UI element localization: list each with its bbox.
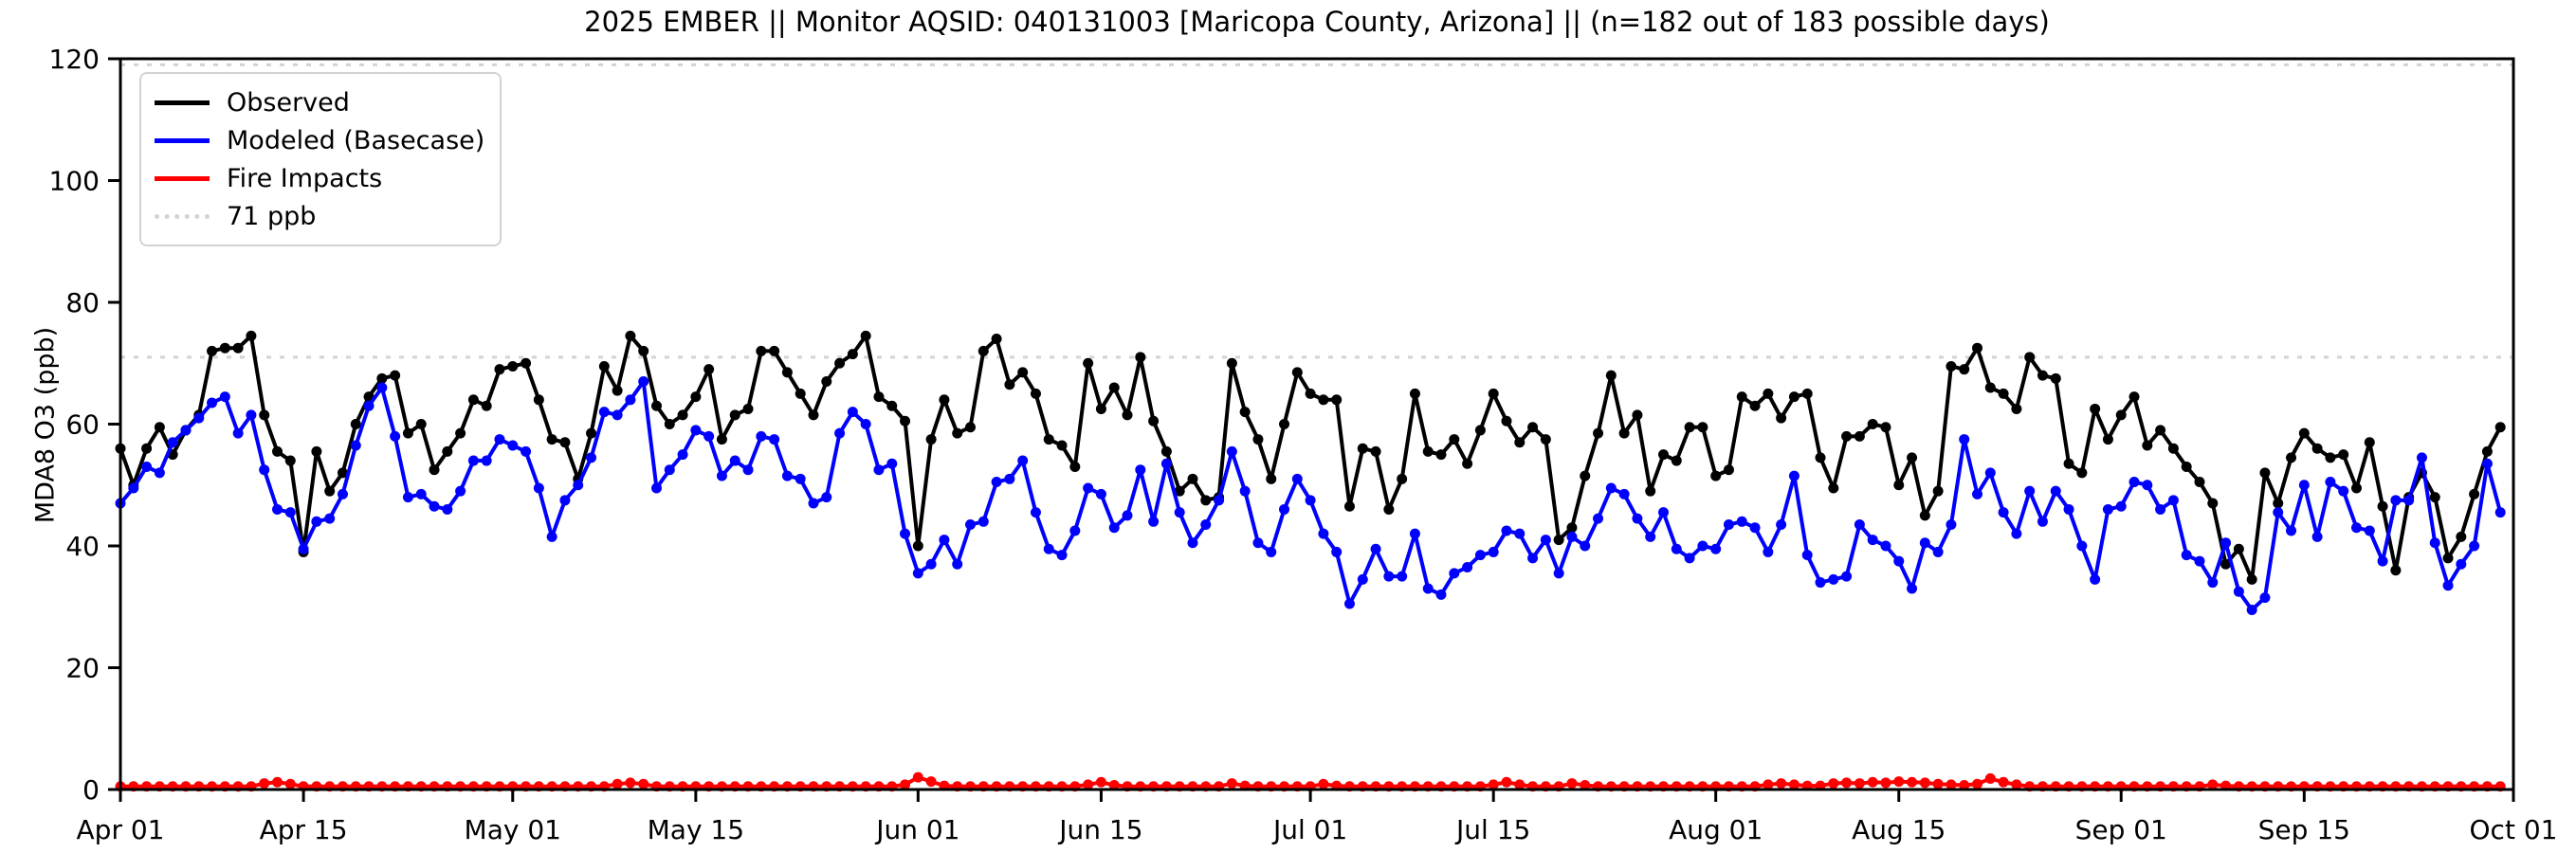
x-tick-label: May 15 (648, 814, 744, 845)
chart-title: 2025 EMBER || Monitor AQSID: 040131003 [… (584, 6, 2050, 38)
y-axis: 0 20 40 60 80 100 120 (49, 44, 120, 806)
x-tick-label: Sep 15 (2258, 814, 2350, 845)
legend-label-threshold: 71 ppb (227, 201, 317, 231)
x-tick-label: Aug 01 (1669, 814, 1763, 845)
y-tick-label: 0 (82, 774, 100, 806)
legend-label-observed: Observed (227, 87, 350, 118)
legend-label-fire: Fire Impacts (227, 163, 383, 193)
fire-line-swatch (155, 175, 210, 181)
y-tick-label: 40 (65, 531, 100, 562)
y-tick-label: 100 (49, 166, 100, 197)
x-tick-label: Jun 15 (1057, 814, 1142, 845)
legend-item-fire: Fire Impacts (155, 159, 486, 197)
x-tick-label: Apr 01 (77, 814, 165, 845)
x-tick-label: Jul 15 (1454, 814, 1530, 845)
y-tick-label: 80 (65, 287, 100, 318)
reference-lines (120, 63, 2513, 359)
legend-item-observed: Observed (155, 83, 486, 121)
x-tick-label: Apr 15 (260, 814, 348, 845)
x-axis: Apr 01 Apr 15 May 01 May 15 Jun 01 Jun 15 Jul … (77, 789, 2558, 845)
y-tick-label: 20 (65, 653, 100, 684)
x-tick-label: Sep 01 (2075, 814, 2167, 845)
series-observed (115, 330, 2506, 585)
observed-line-swatch (155, 100, 210, 105)
x-tick-label: May 01 (465, 814, 561, 845)
legend-label-modeled: Modeled (Basecase) (227, 125, 485, 155)
series-modeled-basecase (115, 376, 2506, 615)
legend-item-threshold: 71 ppb (155, 197, 486, 235)
x-tick-label: Jul 01 (1271, 814, 1347, 845)
legend-item-modeled: Modeled (Basecase) (155, 121, 486, 159)
x-tick-label: Oct 01 (2470, 814, 2558, 845)
legend: Observed Modeled (Basecase) Fire Impacts… (139, 72, 502, 246)
y-tick-label: 60 (65, 409, 100, 441)
x-tick-label: Jun 01 (874, 814, 959, 845)
modeled-line-swatch (155, 137, 210, 143)
y-tick-label: 120 (49, 44, 100, 75)
threshold-line-swatch (155, 213, 210, 219)
x-tick-label: Aug 15 (1852, 814, 1946, 845)
